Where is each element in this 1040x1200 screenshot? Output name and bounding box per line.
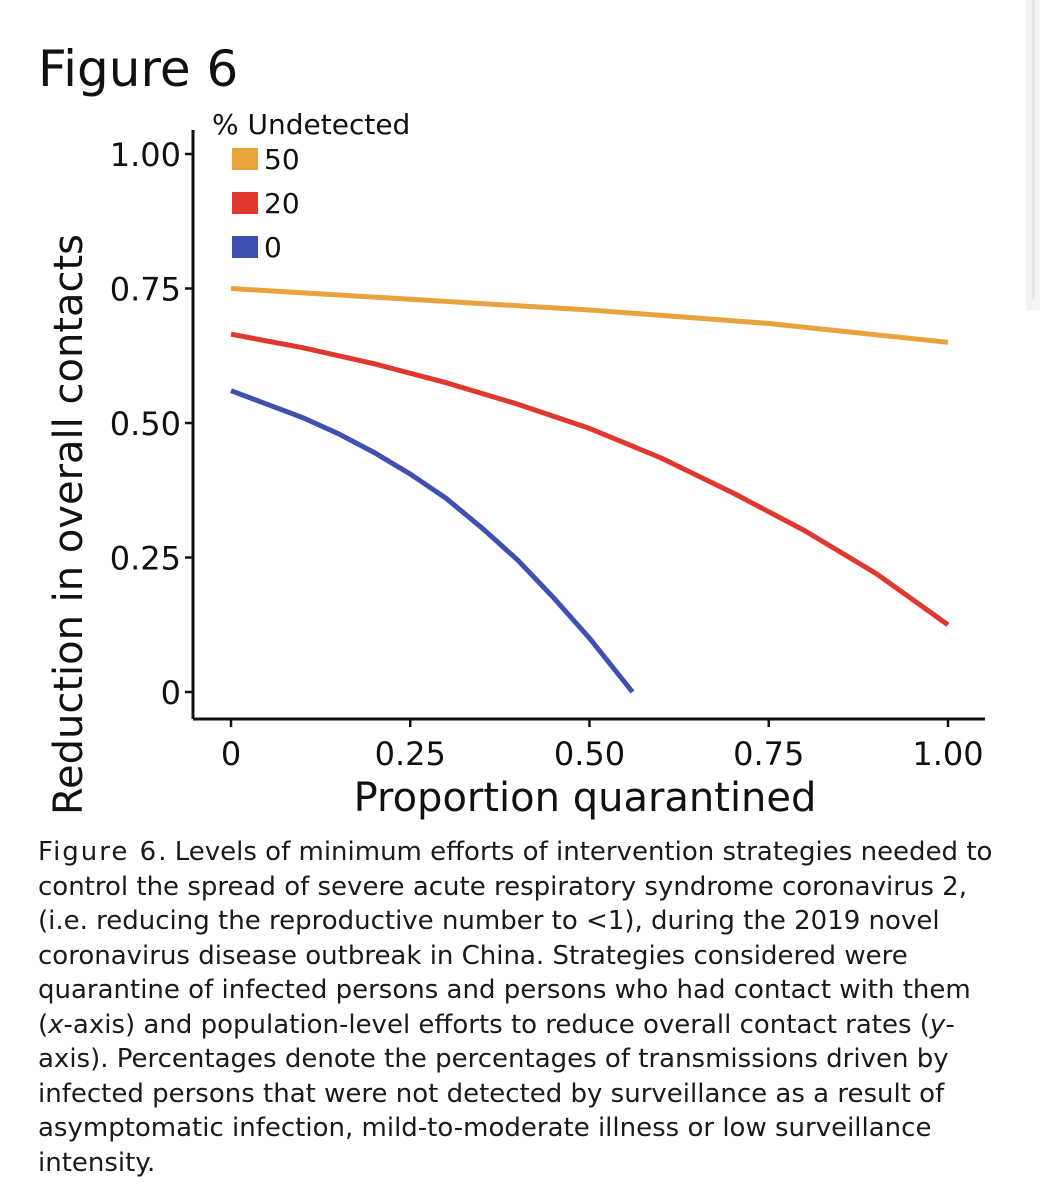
caption-y-italic: y [929,1009,946,1040]
x-axis-title: Proportion quarantined [354,775,817,821]
figure-caption: Figure 6. Levels of minimum efforts of i… [38,835,1003,1180]
legend-swatch-50 [232,148,258,170]
legend-swatch-20 [232,192,258,214]
y-tick-label: 0.25 [110,540,181,578]
x-tick-label: 0.50 [554,735,625,773]
y-tick-label: 0.50 [110,405,181,443]
caption-text-2: -axis) and population-level efforts to r… [63,1009,930,1040]
series-line-50 [230,286,949,345]
caption-label: Figure 6 [38,837,159,867]
x-tick-label: 0 [221,735,241,773]
series-line-20 [230,331,950,627]
y-tick-label: 1.00 [110,136,181,174]
y-tick-label: 0 [161,674,181,712]
x-tick-label: 1.00 [912,735,983,773]
legend-label-20: 20 [264,187,300,220]
caption-text-3: -axis). Percentages denote the percentag… [38,1009,955,1178]
legend-swatch-0 [232,236,258,258]
legend-title: % Undetected [212,108,410,141]
y-tick-label: 0.75 [110,271,181,309]
legend-label-50: 50 [264,143,300,176]
series-line-0 [230,388,635,694]
page-title: Figure 6 [38,39,239,98]
x-tick-label: 0.25 [375,735,446,773]
scrollbar-thumb[interactable] [1032,0,1035,300]
scrollbar-track[interactable] [1026,0,1040,310]
y-axis-title: Reduction in overall contacts [46,234,92,815]
legend-label-0: 0 [264,231,282,264]
x-tick-label: 0.75 [733,735,804,773]
caption-x-italic: x [48,1009,64,1040]
caption-text-1: . Levels of minimum efforts of intervent… [38,837,993,1040]
line-chart: 0 0.25 0.50 0.75 1.00 0 0.25 0.50 0.75 1.00 Propor… [46,108,985,821]
